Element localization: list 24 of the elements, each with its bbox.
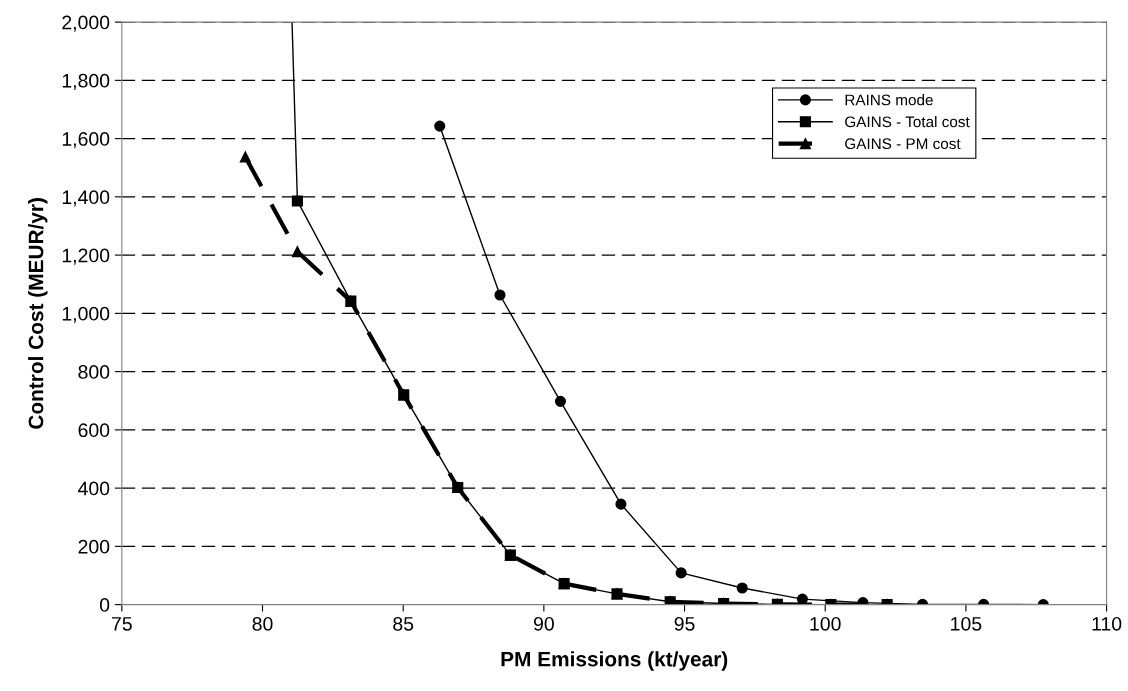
y-tick-label: 0 [99, 598, 110, 612]
x-tick-label: 85 [393, 616, 414, 631]
y-tick-label: 200 [78, 539, 110, 554]
x-tick-label: 100 [810, 616, 841, 631]
y-tick-label: 1,800 [62, 73, 110, 90]
y-tick-label: 1,000 [62, 306, 110, 323]
y-tick-label: 1,600 [62, 132, 110, 149]
x-tick-label: 95 [674, 616, 695, 631]
legend-label: RAINS mode [845, 94, 933, 106]
y-axis-title: Control Cost (MEUR/yr) [28, 198, 48, 429]
x-tick-label: 105 [951, 616, 982, 631]
legend-label: GAINS - PM cost [845, 138, 961, 150]
y-tick-label: 400 [78, 481, 110, 496]
x-tick-label: 75 [112, 617, 132, 631]
y-tick-label: 1,400 [62, 190, 110, 207]
x-tick-label: 80 [252, 616, 273, 631]
y-tick-label: 1,200 [62, 248, 110, 265]
legend-label: GAINS - Total cost [845, 115, 970, 128]
y-tick-label: 2,000 [62, 15, 110, 32]
x-tick-label: 90 [533, 616, 554, 631]
x-axis-title: PM Emissions (kt/year) [501, 651, 728, 671]
y-tick-label: 800 [78, 365, 110, 379]
y-tick-label: 600 [78, 423, 110, 438]
x-tick-label: 110 [1092, 616, 1122, 631]
